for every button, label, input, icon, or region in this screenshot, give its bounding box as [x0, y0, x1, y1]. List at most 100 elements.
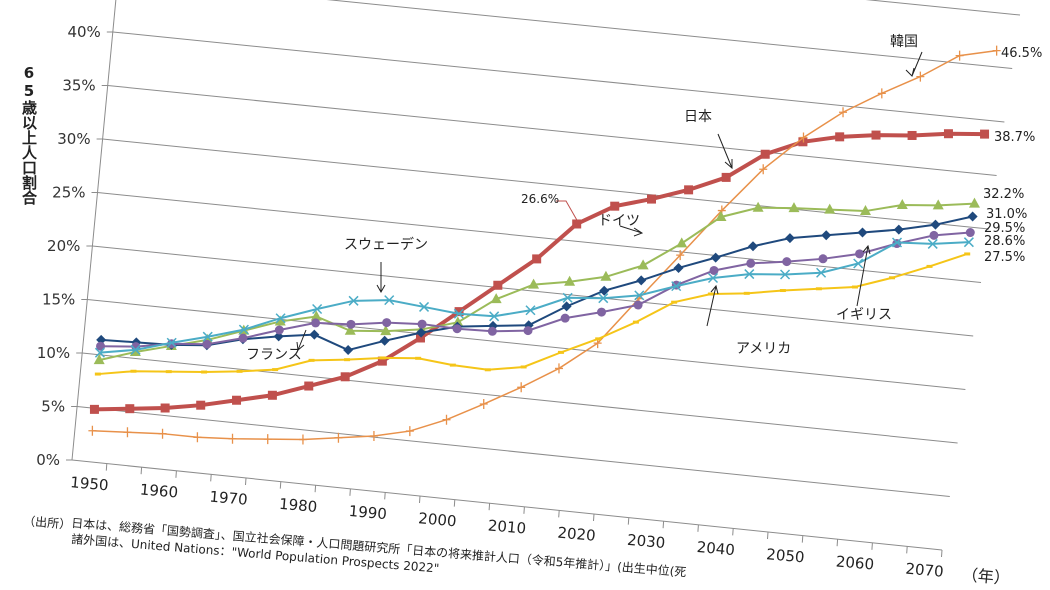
- x-tick: [384, 492, 386, 500]
- y-tick-label: 5%: [41, 398, 65, 416]
- data-point: [377, 356, 387, 366]
- arrow-korea: [905, 51, 923, 77]
- data-point: [380, 325, 392, 336]
- x-tick-label: 2010: [487, 516, 527, 537]
- data-point: [487, 326, 497, 336]
- arrow-uk: [856, 244, 871, 307]
- data-point: [274, 325, 284, 335]
- series-group: [88, 45, 1001, 445]
- data-point: [419, 301, 430, 312]
- data-point: [304, 381, 314, 391]
- data-point: [202, 339, 212, 349]
- data-point: [597, 307, 607, 317]
- x-axis-unit: （年）: [961, 564, 1011, 589]
- data-point: [158, 428, 167, 439]
- data-point: [671, 281, 682, 292]
- x-tick: [453, 499, 456, 507]
- data-point: [228, 433, 237, 444]
- x-axis: [71, 459, 943, 551]
- data-point: [532, 254, 542, 264]
- data-point: [816, 267, 827, 278]
- arrow-usa: [706, 284, 719, 327]
- data-point: [784, 233, 795, 244]
- x-tick: [314, 485, 317, 493]
- axes: 0% 5% 10% 15% 20% 25% 30% 35% 40% 1950 1960 1970 198…: [36, 0, 944, 581]
- gridline: [87, 299, 966, 390]
- end-label-japan: 38.7%: [994, 130, 1036, 145]
- x-tick: [767, 531, 769, 540]
- data-point: [955, 50, 964, 61]
- data-point: [676, 237, 688, 248]
- data-point: [490, 293, 502, 304]
- data-point: [877, 88, 886, 99]
- x-tick: [175, 470, 177, 478]
- data-point: [415, 333, 425, 343]
- data-point: [94, 347, 105, 358]
- y-axis: [71, 0, 117, 461]
- data-point: [454, 307, 464, 317]
- data-point: [967, 211, 978, 222]
- data-point: [298, 434, 307, 445]
- data-point: [416, 327, 427, 338]
- data-point: [684, 185, 694, 195]
- data-point: [835, 132, 845, 142]
- data-point: [312, 303, 323, 315]
- data-point: [561, 301, 572, 312]
- data-point: [709, 265, 719, 275]
- data-point: [676, 250, 685, 261]
- x-tick: [105, 463, 108, 471]
- data-point: [927, 238, 938, 249]
- data-point: [907, 130, 917, 140]
- data-point: [96, 341, 106, 351]
- x-tick: [488, 503, 491, 511]
- data-point: [334, 432, 343, 443]
- data-point: [202, 331, 213, 342]
- x-tick: [697, 524, 699, 532]
- data-point: [896, 199, 908, 210]
- data-point: [130, 344, 141, 355]
- data-point: [821, 230, 832, 241]
- data-point: [267, 390, 277, 400]
- data-point: [196, 400, 206, 410]
- data-point: [673, 262, 684, 273]
- x-tick: [941, 549, 943, 558]
- data-point: [752, 201, 764, 212]
- gridline: [112, 31, 1005, 123]
- end-label-uk: 29.5%: [984, 221, 1026, 236]
- data-point: [311, 318, 321, 328]
- data-point: [600, 270, 612, 281]
- data-point: [379, 335, 390, 346]
- data-point: [238, 333, 248, 343]
- x-tick-label: 2030: [626, 531, 666, 552]
- data-point: [310, 310, 322, 321]
- x-tick: [210, 474, 212, 482]
- label-france: フランス: [246, 347, 302, 363]
- data-point: [818, 254, 828, 264]
- data-point: [238, 324, 249, 335]
- data-point: [610, 201, 620, 211]
- series-dash: [94, 252, 971, 376]
- data-point: [715, 210, 727, 221]
- data-point: [893, 224, 904, 235]
- x-tick: [732, 528, 734, 536]
- data-point: [633, 300, 643, 310]
- x-tick-label: 1970: [209, 488, 249, 509]
- data-point: [517, 382, 526, 393]
- data-point: [562, 292, 573, 303]
- data-point: [525, 305, 536, 316]
- data-point: [710, 252, 721, 263]
- data-point: [348, 295, 359, 306]
- data-point: [782, 257, 792, 267]
- data-point: [930, 219, 941, 230]
- data-point: [788, 202, 800, 213]
- y-tick-label: 15%: [42, 291, 75, 309]
- x-tick: [801, 535, 804, 543]
- series-x: [94, 237, 974, 358]
- data-point: [855, 249, 865, 259]
- data-point: [453, 308, 464, 319]
- data-point: [523, 326, 533, 336]
- data-point: [965, 228, 975, 238]
- data-point: [963, 237, 974, 248]
- series-line: [98, 202, 975, 362]
